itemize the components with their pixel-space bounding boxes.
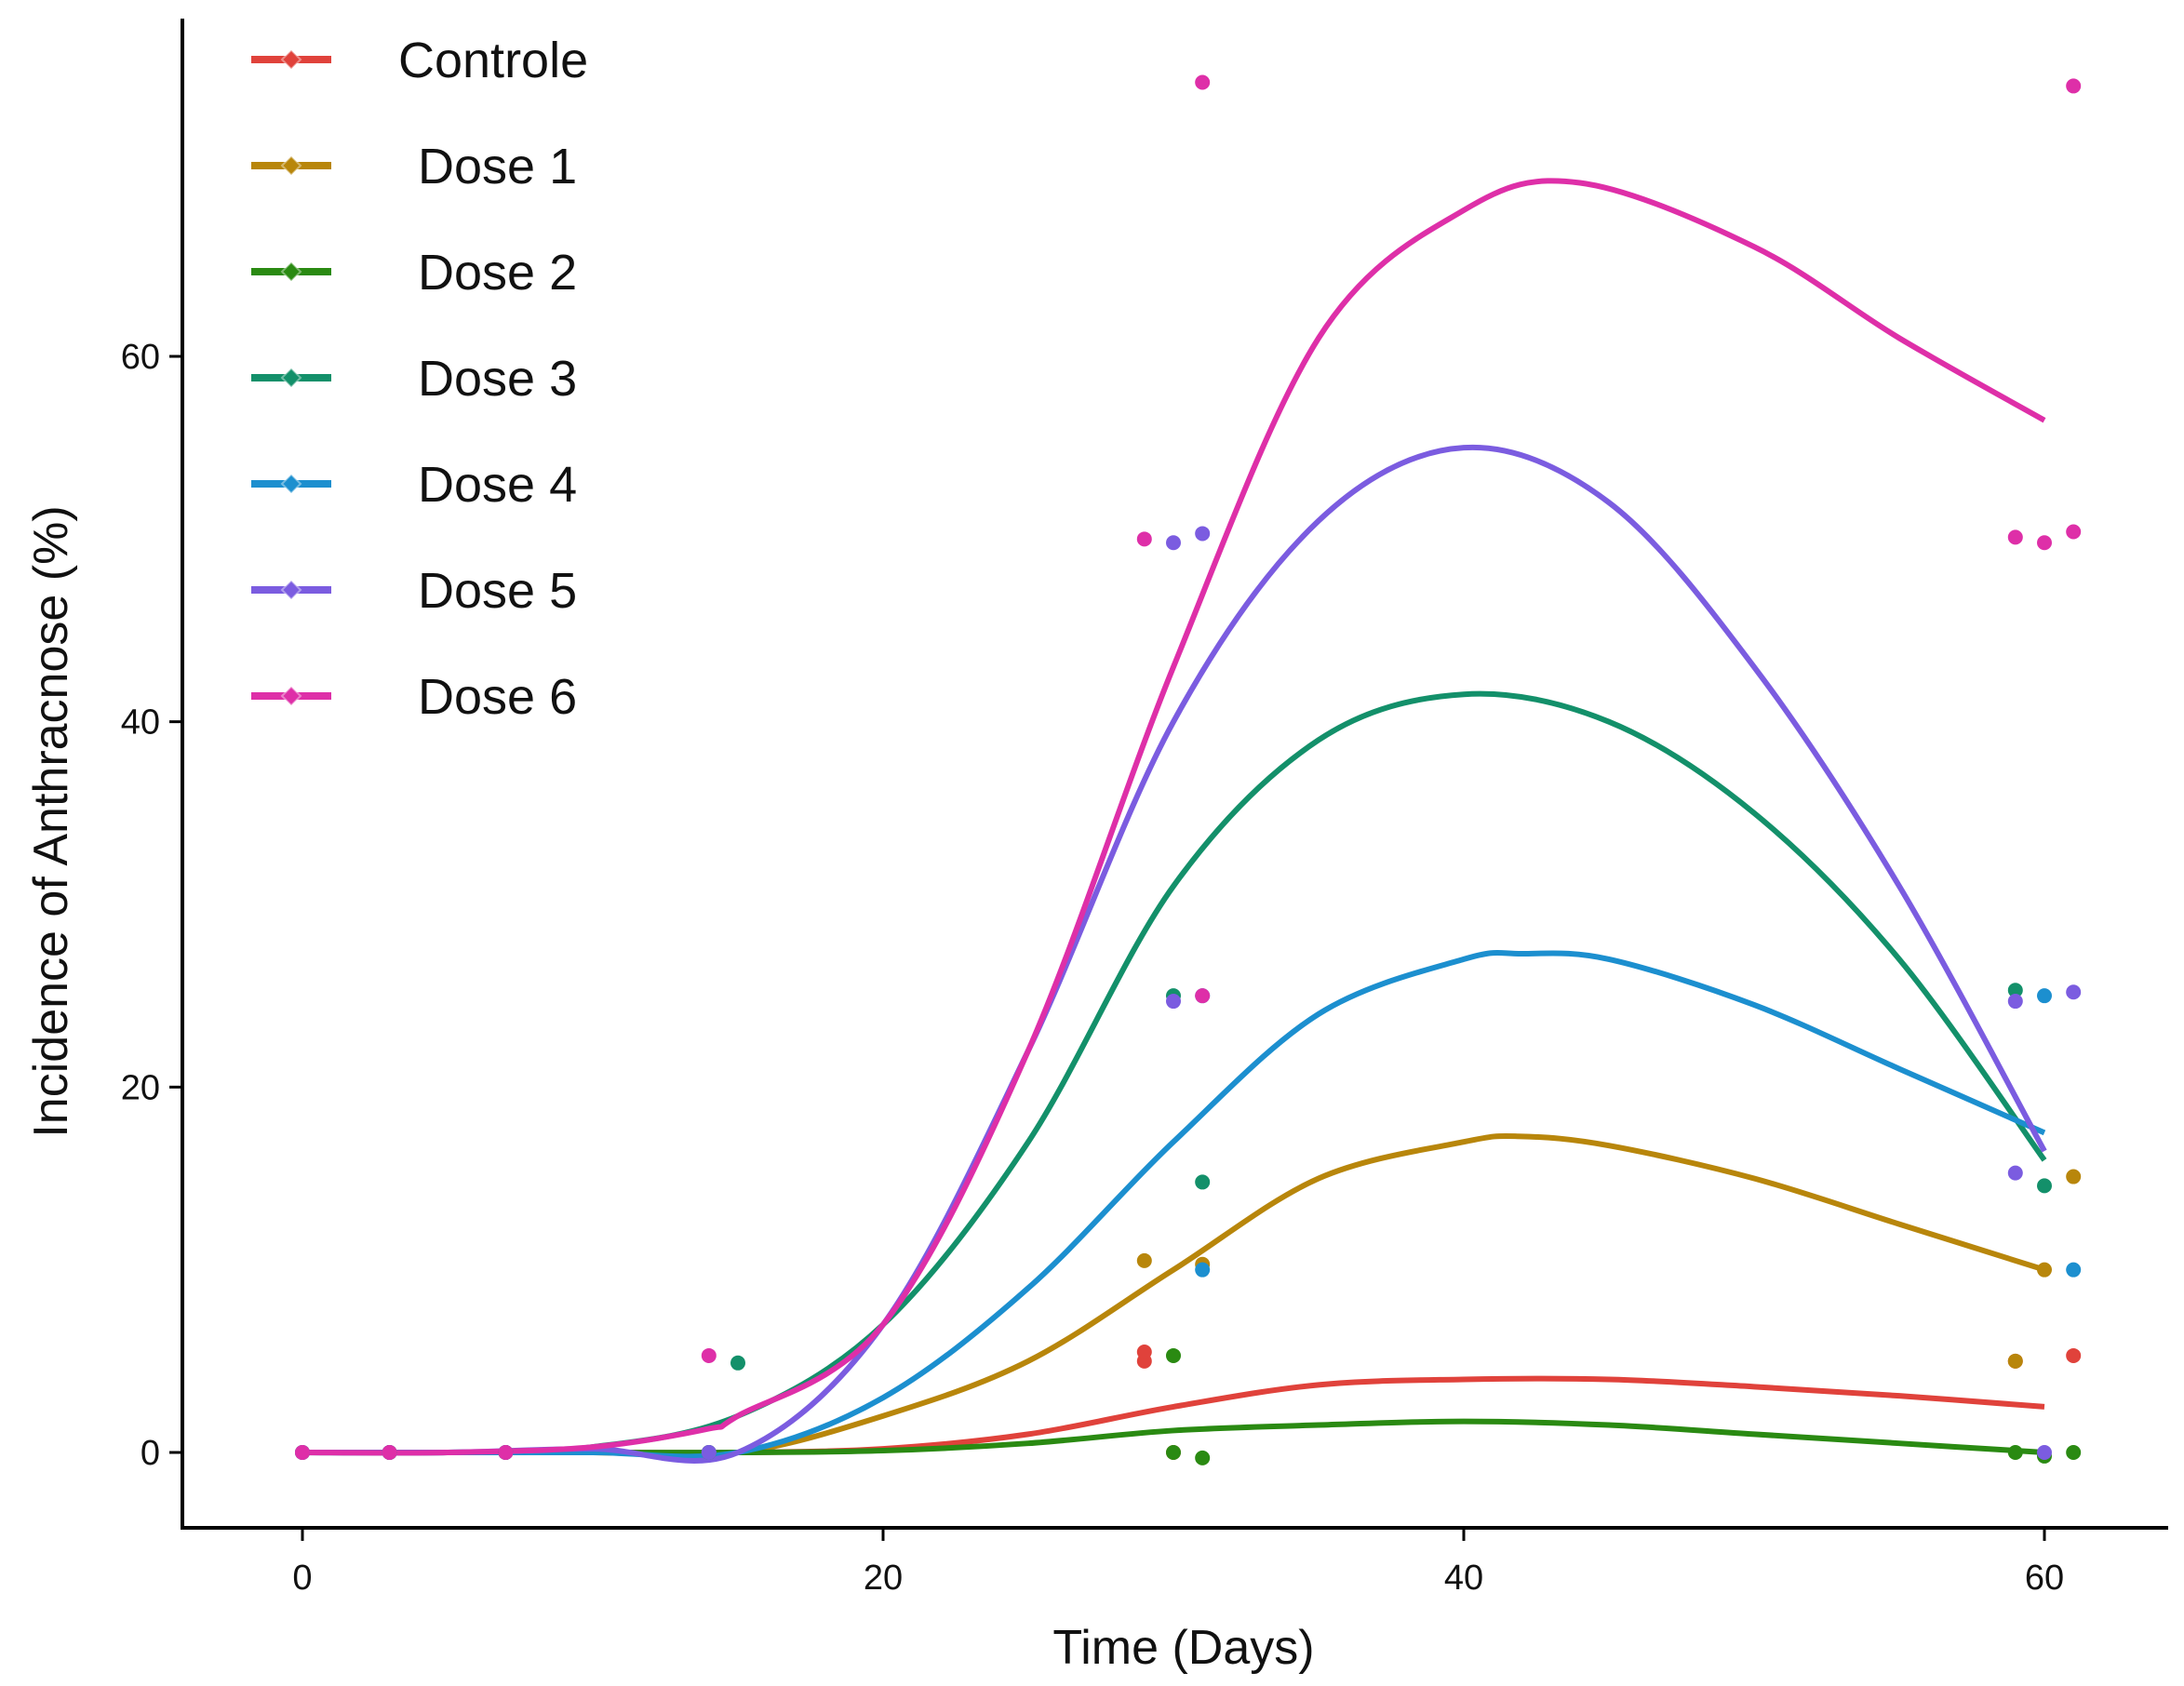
legend-label-dose-2: Dose 2	[418, 245, 577, 301]
data-point-dose-3	[1195, 1174, 1211, 1190]
y-axis-title: Incidence of Anthracnose (%)	[24, 505, 78, 1137]
data-point-dose-2	[2007, 1445, 2023, 1460]
curves-layer	[301, 178, 2047, 1464]
data-point-dose-1	[2037, 1262, 2052, 1278]
y-tick-label: 0	[141, 1434, 160, 1473]
legend-label-dose-3: Dose 3	[418, 351, 577, 407]
data-point-dose-2	[2066, 1445, 2082, 1460]
y-tick-label: 40	[121, 703, 160, 743]
data-point-dose-1	[2007, 1353, 2023, 1369]
series-line-dose-4	[301, 949, 2046, 1460]
data-point-dose-6	[382, 1445, 397, 1460]
data-point-dose-4	[2066, 1262, 2082, 1278]
data-point-dose-5	[2007, 1165, 2023, 1181]
data-point-dose-5	[2066, 984, 2082, 1000]
legend-marker-dose-3	[280, 367, 302, 389]
legend-marker-dose-5	[280, 579, 302, 601]
data-point-dose-2	[1166, 1445, 1181, 1460]
legend-marker-dose-1	[280, 154, 302, 177]
data-point-dose-3	[730, 1355, 745, 1371]
data-point-dose-6	[498, 1445, 514, 1460]
x-tick-label: 60	[2025, 1559, 2064, 1598]
data-point-dose-2	[1166, 1347, 1181, 1363]
legend-marker-dose-4	[280, 473, 302, 495]
data-point-dose-1	[2066, 1169, 2082, 1184]
data-point-dose-5	[2007, 994, 2023, 1010]
data-point-controle	[1136, 1345, 1152, 1360]
data-point-dose-6	[1195, 988, 1211, 1004]
y-tick-label: 20	[121, 1068, 160, 1107]
series-line-dose-3	[301, 690, 2047, 1456]
y-tick-label: 60	[121, 338, 160, 377]
x-tick-label: 40	[1444, 1559, 1483, 1598]
data-point-dose-6	[1195, 74, 1211, 90]
data-point-dose-6	[1136, 531, 1152, 547]
data-point-dose-2	[1195, 1450, 1211, 1465]
data-point-controle	[2066, 1347, 2082, 1363]
data-point-dose-5	[1195, 526, 1211, 542]
data-point-dose-5	[701, 1445, 717, 1460]
data-point-dose-1	[1136, 1252, 1152, 1268]
legend-label-dose-4: Dose 4	[418, 457, 577, 513]
legend-label-dose-5: Dose 5	[418, 563, 577, 619]
data-point-dose-6	[295, 1445, 310, 1460]
data-point-dose-6	[2037, 535, 2052, 551]
x-tick-label: 20	[864, 1559, 903, 1598]
data-point-dose-5	[1166, 535, 1181, 551]
data-point-dose-6	[2007, 529, 2023, 545]
data-point-dose-5	[2037, 1445, 2052, 1460]
x-axis-title: Time (Days)	[1052, 1621, 1314, 1675]
series-line-controle	[301, 1375, 2045, 1456]
legend-label-dose-1: Dose 1	[418, 139, 577, 194]
data-point-dose-4	[1195, 1262, 1211, 1278]
series-line-dose-5	[301, 444, 2047, 1464]
legend-marker-controle	[280, 48, 302, 71]
points-layer	[295, 74, 2082, 1465]
data-point-dose-6	[2066, 78, 2082, 94]
data-point-dose-6	[2066, 524, 2082, 540]
ticks-layer: 0 20 40 60 0 20 40 60	[121, 338, 2064, 1598]
legend-marker-dose-2	[280, 261, 302, 283]
data-point-dose-5	[1166, 994, 1181, 1010]
legend-label-dose-6: Dose 6	[418, 669, 577, 725]
x-tick-label: 0	[292, 1559, 312, 1598]
data-point-dose-4	[2037, 988, 2052, 1004]
legend-marker-dose-6	[280, 685, 302, 707]
legend: Controle Dose 1 Dose 2 Dose 3 Dose 4 Dose 5 Do…	[251, 33, 588, 725]
legend-label-controle: Controle	[398, 33, 588, 88]
data-point-dose-3	[2037, 1178, 2052, 1194]
data-point-dose-6	[701, 1347, 717, 1363]
data-point-dose-3	[2007, 983, 2023, 998]
series-line-dose-6	[301, 178, 2046, 1456]
